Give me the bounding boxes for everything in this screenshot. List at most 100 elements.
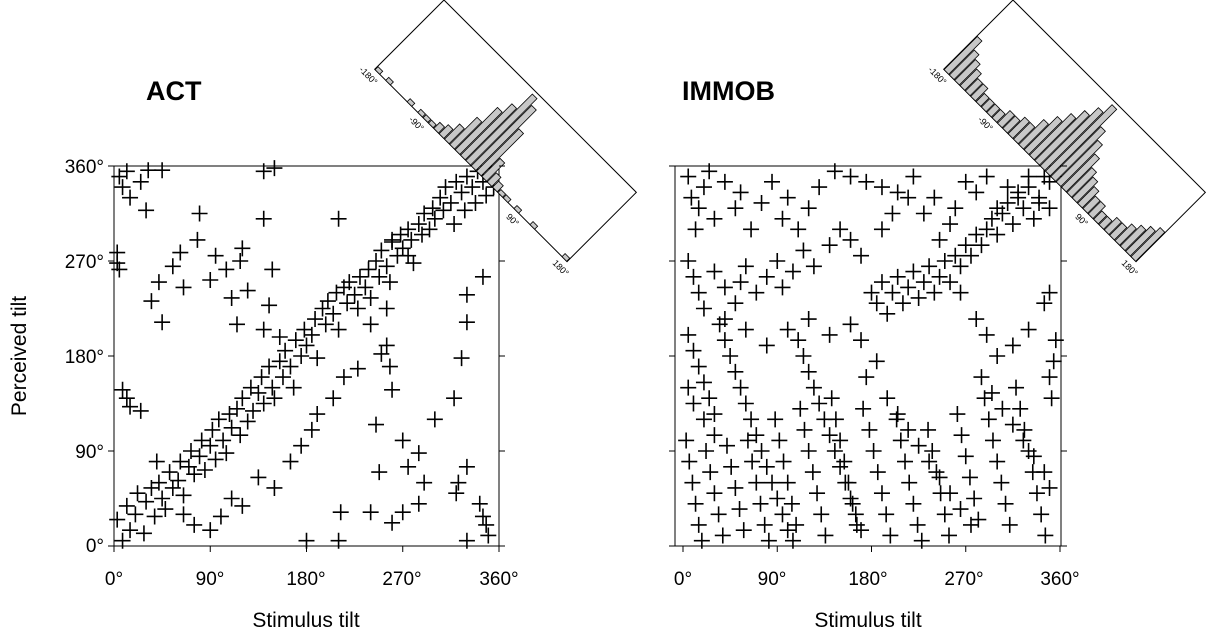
data-point: [779, 189, 796, 206]
data-point: [910, 437, 927, 454]
histogram-bar: [486, 172, 502, 188]
data-point: [255, 321, 272, 338]
data-point: [266, 390, 283, 407]
data-point: [962, 247, 979, 264]
data-point: [800, 363, 817, 380]
histogram-bar: [1125, 225, 1156, 257]
data-point: [868, 295, 885, 312]
data-point: [480, 527, 497, 544]
data-point: [394, 432, 411, 449]
data-point: [999, 194, 1016, 211]
data-point: [373, 345, 390, 362]
data-point: [448, 173, 465, 190]
data-point: [978, 326, 995, 343]
data-point: [1033, 506, 1050, 523]
data-point: [790, 332, 807, 349]
data-point: [784, 263, 801, 280]
data-point: [202, 522, 219, 539]
histogram-bar: [497, 188, 507, 198]
immob-xtick-360: 360°: [1040, 569, 1079, 590]
data-point: [779, 522, 796, 539]
data-point: [196, 462, 213, 478]
histogram-bar: [492, 180, 504, 193]
act-x-axis-label: Stimulus tilt: [252, 609, 360, 632]
data-point: [698, 443, 715, 459]
data-point: [840, 474, 857, 491]
data-point: [769, 490, 786, 507]
data-point: [727, 200, 744, 217]
data-point: [940, 527, 957, 544]
data-point: [442, 194, 459, 211]
data-point: [915, 274, 932, 291]
data-point: [805, 379, 822, 396]
data-point: [731, 501, 748, 518]
histogram-bar: [1071, 176, 1099, 204]
data-point: [805, 258, 822, 275]
data-point: [695, 374, 712, 391]
data-point: [800, 443, 817, 459]
data-point: [732, 184, 749, 201]
data-point: [400, 221, 417, 238]
data-point: [228, 400, 245, 417]
histogram-bar: [1023, 115, 1063, 155]
data-point: [122, 189, 139, 206]
histogram-bar: [1077, 186, 1100, 209]
data-point: [261, 358, 278, 375]
data-point: [727, 479, 744, 496]
histogram-bar: [374, 66, 384, 75]
data-point: [706, 427, 723, 444]
data-point: [821, 237, 838, 254]
data-point: [980, 411, 997, 428]
data-point: [821, 326, 838, 343]
data-point: [271, 329, 288, 345]
data-point: [146, 508, 163, 525]
data-point: [175, 506, 192, 523]
data-point: [848, 516, 865, 533]
data-point: [823, 390, 840, 407]
immob-histogram-frame: [942, 0, 1207, 263]
data-point: [861, 421, 878, 438]
data-point: [690, 358, 707, 375]
data-point: [920, 421, 937, 438]
data-point: [426, 411, 443, 428]
data-point: [968, 311, 985, 328]
data-point: [788, 516, 805, 533]
data-point: [1025, 210, 1042, 227]
data-point: [800, 200, 817, 217]
data-point: [811, 179, 828, 196]
data-point: [748, 284, 765, 301]
data-point: [690, 516, 707, 533]
data-point: [949, 406, 966, 423]
histogram-bar: [427, 119, 437, 129]
data-point: [792, 400, 809, 417]
data-point: [827, 411, 844, 428]
data-point: [758, 337, 775, 354]
data-point: [193, 432, 210, 449]
data-point: [378, 300, 395, 317]
data-point: [228, 316, 245, 333]
histogram-bar: [980, 98, 995, 113]
data-point: [384, 514, 401, 531]
data-point: [245, 402, 262, 419]
data-point: [400, 458, 417, 475]
data-point: [458, 532, 475, 549]
data-point: [942, 274, 959, 291]
data-point: [968, 226, 985, 243]
histogram-bar: [1119, 224, 1147, 252]
data-point: [716, 332, 733, 349]
act-y-ticks: 0° 90° 180° 270° 360°: [65, 157, 104, 557]
data-point: [362, 504, 379, 521]
data-point: [760, 532, 777, 549]
immob-xtick-270: 270°: [944, 569, 983, 590]
data-point: [111, 261, 128, 278]
data-point: [154, 490, 171, 507]
data-point: [118, 163, 135, 180]
histogram-bar: [1114, 223, 1137, 246]
data-point: [161, 464, 178, 481]
data-point: [1020, 321, 1037, 338]
data-point: [897, 453, 914, 470]
data-point: [109, 511, 126, 528]
data-point: [255, 210, 272, 227]
data-point: [701, 163, 718, 180]
act-xtick-360: 360°: [479, 569, 518, 590]
